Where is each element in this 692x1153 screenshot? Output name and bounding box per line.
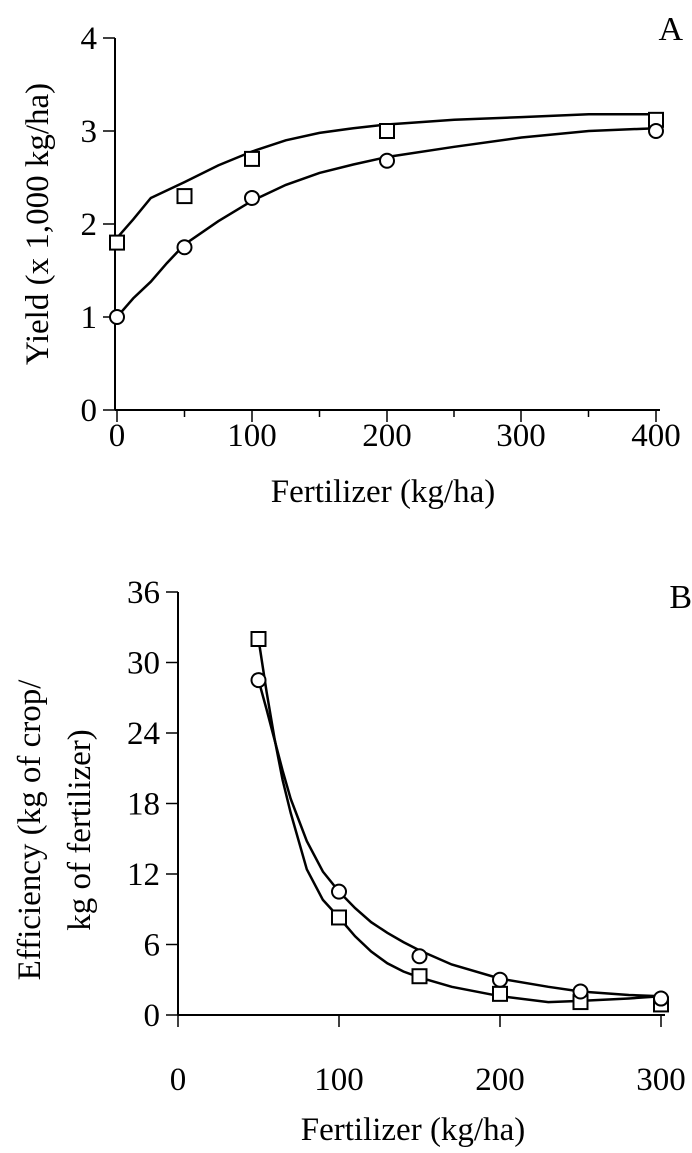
y-tick-label: 12 bbox=[127, 857, 160, 893]
square-marker bbox=[250, 631, 267, 647]
panel-a-chart: A Fertilizer (kg/ha) Yield (x 1,000 kg/h… bbox=[20, 11, 683, 510]
square-marker bbox=[411, 968, 428, 985]
circle-marker bbox=[176, 239, 193, 256]
fit-curve-square bbox=[257, 638, 662, 1004]
y-tick-label: 30 bbox=[127, 646, 160, 682]
panel-a-label: A bbox=[658, 11, 683, 48]
panel-b-y-axis-title-line2: kg of fertilizer) bbox=[62, 729, 98, 931]
y-tick-label: 1 bbox=[81, 300, 98, 336]
y-tick-label: 0 bbox=[81, 393, 98, 429]
y-tick-label: 0 bbox=[144, 998, 161, 1034]
y-tick-label: 2 bbox=[81, 207, 98, 243]
circle-marker bbox=[379, 152, 395, 169]
x-tick-label: 0 bbox=[170, 1062, 187, 1098]
y-tick-label: 3 bbox=[81, 114, 98, 150]
x-tick-label: 300 bbox=[636, 1062, 686, 1098]
x-tick-label: 300 bbox=[496, 418, 546, 454]
x-tick-label: 100 bbox=[314, 1062, 364, 1098]
panel-b-label: B bbox=[669, 579, 692, 616]
panel-a-y-axis-title: Yield (x 1,000 kg/ha) bbox=[20, 83, 56, 365]
fit-curve-square bbox=[116, 113, 656, 239]
fit-curve-circle bbox=[116, 126, 657, 318]
circle-marker bbox=[244, 189, 260, 206]
circle-marker bbox=[109, 309, 125, 325]
square-marker bbox=[331, 909, 347, 926]
square-marker bbox=[492, 985, 508, 1002]
x-tick-label: 200 bbox=[475, 1062, 525, 1098]
x-tick-label: 100 bbox=[227, 418, 277, 454]
x-tick-label: 400 bbox=[631, 418, 681, 454]
y-tick-label: 24 bbox=[127, 716, 160, 752]
fit-curve-circle bbox=[257, 679, 662, 998]
circle-marker bbox=[250, 672, 267, 689]
x-tick-label: 200 bbox=[362, 418, 412, 454]
panel-a-x-axis-title: Fertilizer (kg/ha) bbox=[271, 474, 496, 510]
circle-marker bbox=[411, 948, 428, 965]
y-tick-label: 6 bbox=[144, 928, 161, 964]
circle-marker bbox=[653, 990, 669, 1007]
y-tick-label: 4 bbox=[81, 21, 98, 57]
panel-b-x-axis-title: Fertilizer (kg/ha) bbox=[301, 1112, 526, 1148]
square-marker bbox=[109, 234, 125, 251]
circle-marker bbox=[492, 971, 508, 988]
x-tick-label: 0 bbox=[109, 418, 126, 454]
circle-marker bbox=[331, 883, 347, 900]
circle-marker bbox=[572, 983, 589, 1000]
y-tick-label: 18 bbox=[127, 787, 160, 823]
panel-b-y-axis-title-line1: Efficiency (kg of crop/ bbox=[12, 679, 48, 981]
square-marker bbox=[244, 150, 260, 167]
square-marker bbox=[379, 123, 395, 139]
square-marker bbox=[176, 188, 193, 205]
circle-marker bbox=[648, 123, 664, 139]
panel-b-chart: B Fertilizer (kg/ha) Efficiency (kg of c… bbox=[12, 575, 692, 1148]
y-tick-label: 36 bbox=[127, 575, 160, 611]
